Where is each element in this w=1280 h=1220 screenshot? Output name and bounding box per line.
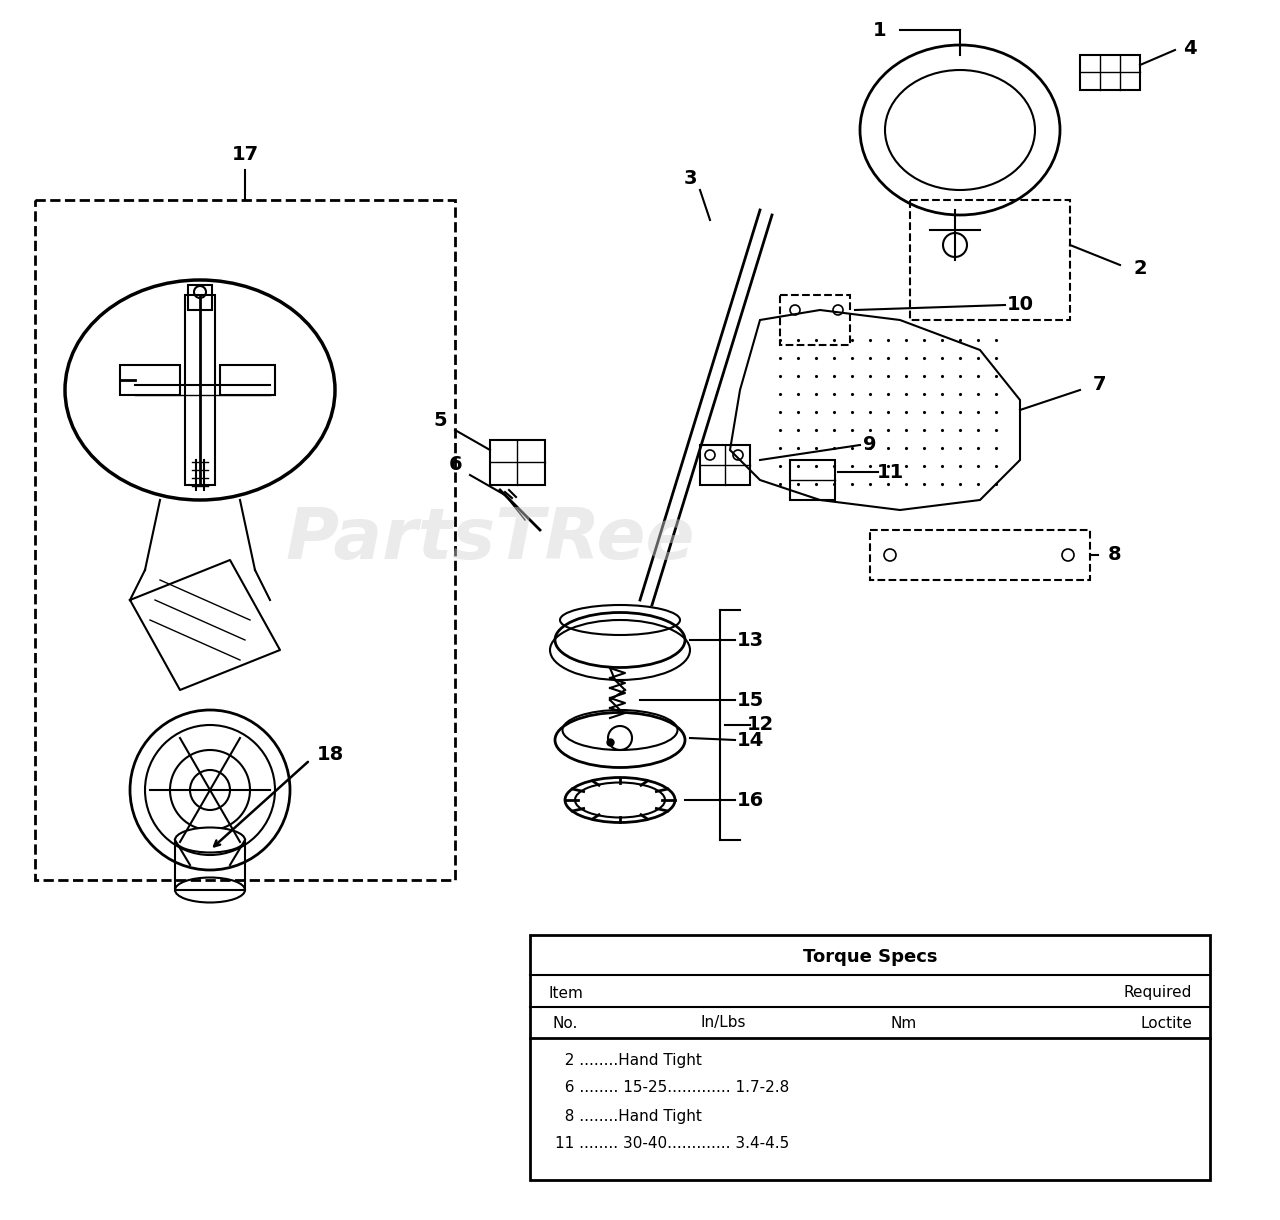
Bar [120, 365, 180, 395]
Bar [1080, 55, 1140, 90]
Bar [780, 295, 850, 345]
Text: 12: 12 [746, 715, 773, 734]
Text: 11 ........ 30-40............. 3.4-4.5: 11 ........ 30-40............. 3.4-4.5 [556, 1137, 790, 1152]
Text: Loctite: Loctite [1140, 1015, 1192, 1031]
Text: 9: 9 [863, 436, 877, 455]
Text: 1: 1 [873, 21, 887, 39]
Text: Required: Required [1124, 986, 1192, 1000]
Text: 2: 2 [1133, 259, 1147, 277]
Text: 10: 10 [1006, 295, 1033, 315]
Text: 14: 14 [736, 731, 764, 749]
Bar [188, 285, 212, 310]
Text: No.: No. [552, 1015, 577, 1031]
Ellipse shape [65, 281, 335, 500]
Text: 7: 7 [1093, 376, 1107, 394]
Text: 6 ........ 15-25............. 1.7-2.8: 6 ........ 15-25............. 1.7-2.8 [556, 1081, 790, 1096]
Text: 2 ........Hand Tight: 2 ........Hand Tight [556, 1053, 701, 1068]
Text: In/Lbs: In/Lbs [700, 1015, 745, 1031]
Bar [700, 445, 750, 486]
Text: 11: 11 [877, 462, 904, 482]
Text: 5: 5 [433, 410, 447, 429]
Bar [220, 365, 275, 395]
Bar [490, 440, 545, 486]
Text: 18: 18 [316, 745, 343, 765]
Text: Nm: Nm [890, 1015, 916, 1031]
Bar [790, 460, 835, 500]
Polygon shape [730, 310, 1020, 510]
Text: 6: 6 [449, 455, 463, 475]
Text: 16: 16 [736, 791, 764, 810]
Text: 8: 8 [1108, 545, 1121, 565]
Bar [870, 529, 1091, 580]
Text: Torque Specs: Torque Specs [803, 948, 937, 966]
Text: 15: 15 [736, 691, 764, 710]
Bar [910, 200, 1070, 320]
Text: 3: 3 [684, 168, 696, 188]
Text: 8 ........Hand Tight: 8 ........Hand Tight [556, 1109, 701, 1124]
Text: 4: 4 [1183, 39, 1197, 57]
Bar [186, 295, 215, 486]
Bar [35, 200, 454, 880]
Bar [175, 841, 244, 891]
Bar [530, 935, 1210, 1180]
Ellipse shape [175, 827, 244, 853]
Text: 13: 13 [736, 631, 764, 649]
Text: 17: 17 [232, 145, 259, 165]
Text: PartsTRee: PartsTRee [285, 505, 695, 575]
Text: Item: Item [548, 986, 582, 1000]
